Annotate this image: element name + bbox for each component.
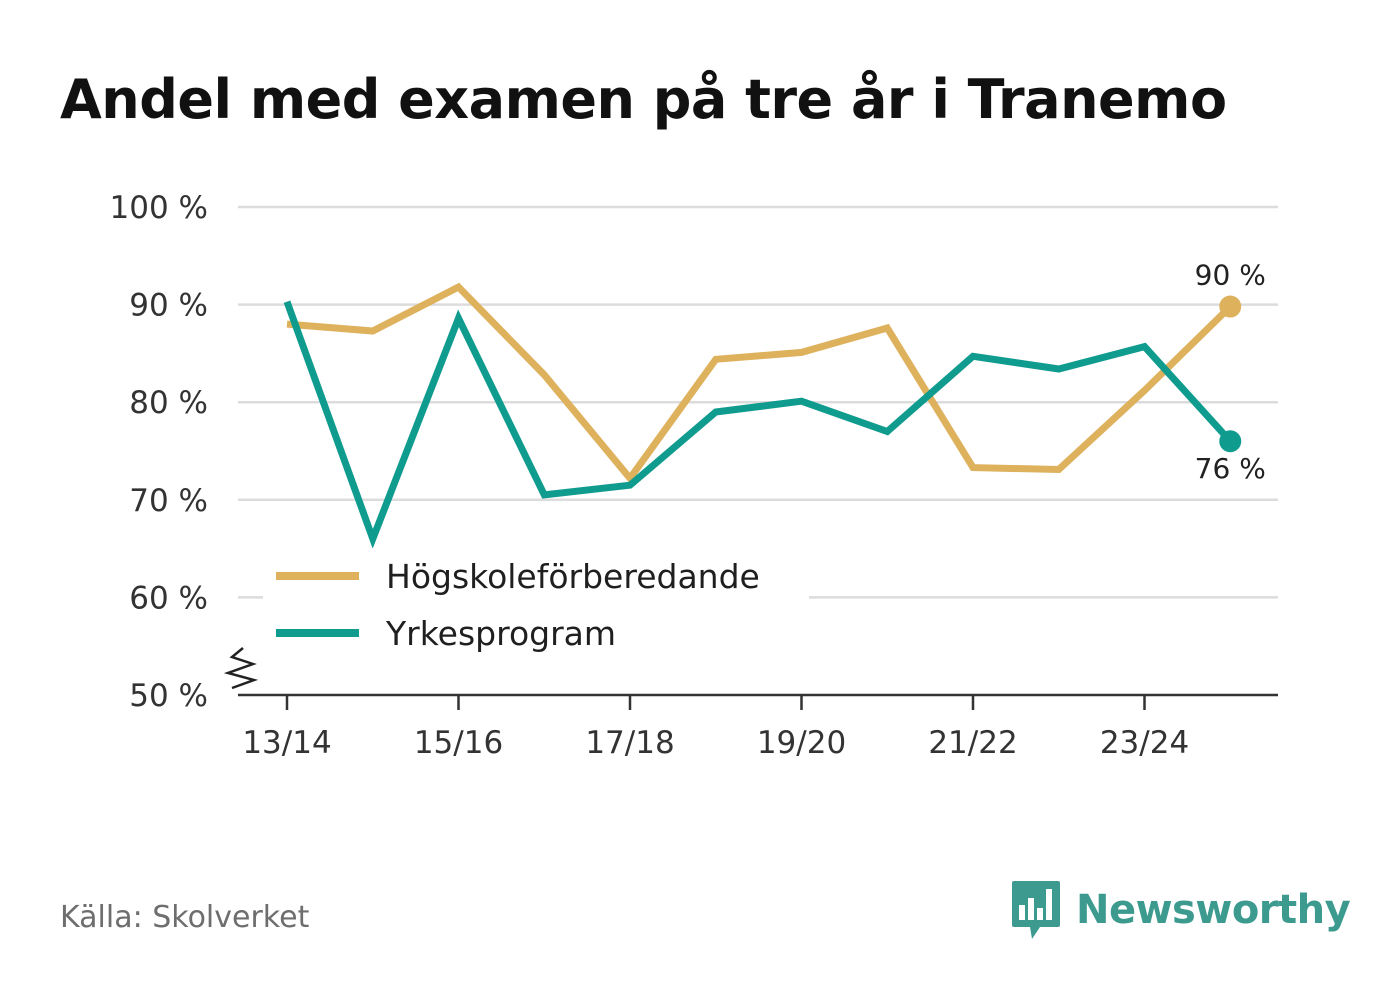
y-tick-label: 70 % (129, 483, 208, 519)
y-axis-tick-labels: 50 % 60 % 70 % 80 % 90 % 100 % (110, 190, 208, 714)
x-tick-label: 23/24 (1100, 725, 1189, 761)
x-tick-label: 13/14 (242, 725, 331, 761)
source-note: Källa: Skolverket (60, 900, 310, 935)
data-label: 76 % (1195, 452, 1266, 485)
data-label: 90 % (1195, 259, 1266, 292)
y-tick-label: 60 % (129, 580, 208, 616)
series-end-point (1219, 430, 1242, 453)
y-tick-label: 80 % (129, 385, 208, 421)
newsworthy-logo-icon (1012, 881, 1060, 939)
series-line-yrkesprogram (283, 300, 1233, 549)
series-lines (283, 282, 1233, 549)
series-line-hogskoleforberedande (286, 282, 1233, 485)
y-tick-label: 50 % (129, 678, 208, 714)
brand-logo: Newsworthy (1010, 878, 1351, 942)
x-tick-label: 17/18 (585, 725, 674, 761)
brand-name: Newsworthy (1076, 887, 1351, 933)
x-tick-label: 19/20 (757, 725, 846, 761)
legend: Högskoleförberedande Yrkesprogram (263, 548, 809, 653)
legend-label: Yrkesprogram (385, 614, 616, 653)
data-labels: 90 % 76 % (1195, 259, 1266, 486)
gridlines (238, 205, 1278, 599)
x-axis: 13/14 15/16 17/18 19/20 21/22 23/24 (238, 693, 1278, 761)
series-end-point (1219, 295, 1242, 318)
axis-break-icon (223, 647, 259, 690)
x-tick-label: 15/16 (414, 725, 503, 761)
x-tick-label: 21/22 (928, 725, 1017, 761)
y-tick-label: 90 % (129, 288, 208, 324)
legend-label: Högskoleförberedande (386, 557, 760, 596)
chart-title: Andel med examen på tre år i Tranemo (60, 68, 1227, 131)
y-tick-label: 100 % (110, 190, 208, 226)
